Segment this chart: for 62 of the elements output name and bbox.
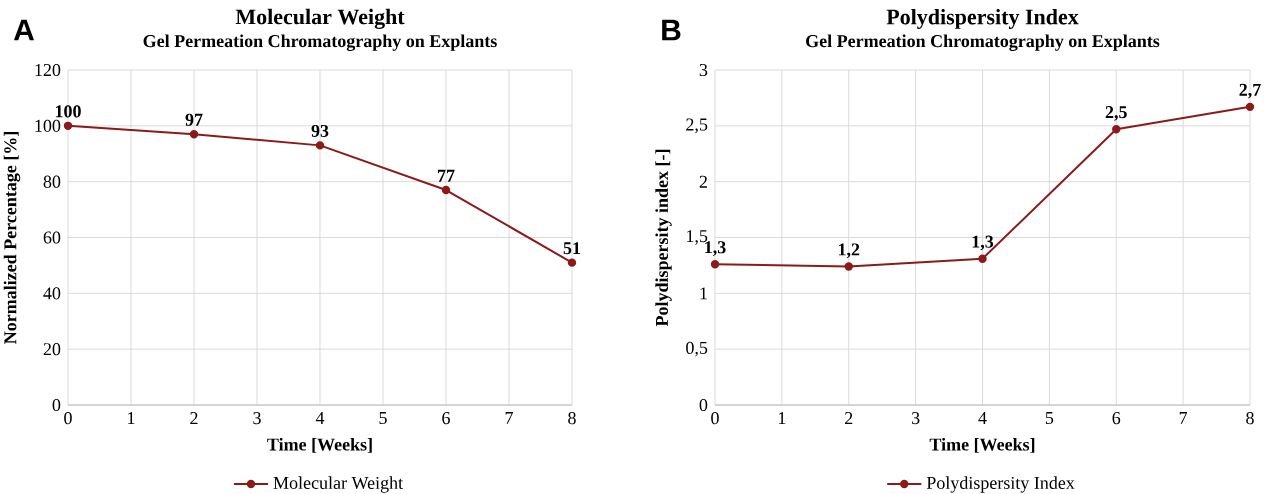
data-label: 93 [311, 124, 329, 137]
x-tick-label: 3 [911, 412, 920, 425]
y-axis-title: Normalized Percentage [%] [3, 132, 21, 344]
y-tick-label: 80 [43, 175, 61, 188]
x-tick-label: 5 [379, 412, 387, 425]
x-tick-label: 1 [778, 412, 786, 424]
point [63, 121, 73, 131]
y-tick-label: 3 [699, 63, 708, 77]
point [1112, 124, 1121, 134]
data-label: 1,3 [972, 235, 994, 251]
y-tick-label: 2 [699, 175, 707, 188]
data-label: 97 [185, 113, 203, 126]
point [978, 254, 987, 263]
y-tick-label: 40 [43, 287, 61, 300]
x-tick-label: 0 [64, 412, 72, 425]
text: A [13, 19, 35, 41]
y-tick-label: 120 [35, 63, 61, 77]
y-tick-label: 1 [700, 287, 707, 300]
data-label: 2,7 [1239, 83, 1261, 99]
point [189, 130, 199, 139]
text: B [662, 19, 681, 41]
x-tick-label: 4 [978, 412, 987, 424]
x-tick-label: 7 [505, 412, 513, 424]
x-axis-title: Time [Weeks] [929, 437, 1035, 453]
x-tick-label: 1 [128, 412, 135, 424]
y-tick-label: 100 [35, 119, 61, 132]
y-tick-label: 60 [43, 231, 61, 244]
point [315, 141, 325, 150]
x-tick-label: 7 [1179, 412, 1188, 424]
x-axis-title: Time [Weeks] [267, 437, 372, 453]
x-tick-label: 3 [253, 412, 261, 425]
point [1245, 102, 1255, 112]
data-label: 77 [438, 169, 455, 182]
chart-title: Polydispersity Index [886, 8, 1079, 29]
x-tick-label: 6 [1112, 412, 1121, 425]
chart-title: Molecular Weight [235, 8, 405, 29]
y-tick-label: 0 [699, 398, 708, 412]
y-tick-label: 0,5 [686, 341, 708, 357]
x-tick-label: 2 [190, 412, 198, 424]
x-tick-label: 5 [1045, 412, 1054, 425]
legend-label: Polydispersity Index [926, 476, 1075, 493]
y-tick-label: 0 [52, 398, 61, 412]
y-axis-title: Polydispersity index [-] [655, 149, 672, 327]
y-tick-label: 2,5 [686, 118, 708, 134]
data-label: 1,2 [838, 243, 860, 259]
x-tick-label: 2 [845, 412, 853, 424]
chart-subtitle: Gel Permeation Chromatography on Explants [143, 34, 497, 51]
point [710, 260, 720, 269]
y-tick-label: 20 [43, 343, 61, 356]
x-tick-label: 4 [315, 412, 325, 424]
legend-label: Molecular Weight [273, 476, 403, 493]
point [567, 258, 577, 267]
data-label: 100 [55, 105, 81, 118]
data-label: 2,5 [1105, 106, 1127, 121]
x-tick-label: 8 [1246, 412, 1254, 425]
point [844, 262, 853, 271]
x-tick-label: 0 [711, 412, 719, 425]
data-label: 51 [563, 242, 581, 255]
x-tick-label: 6 [442, 412, 450, 425]
point [441, 185, 451, 195]
x-tick-label: 8 [568, 412, 576, 425]
chart-subtitle: Gel Permeation Chromatography on Explants [806, 34, 1160, 51]
